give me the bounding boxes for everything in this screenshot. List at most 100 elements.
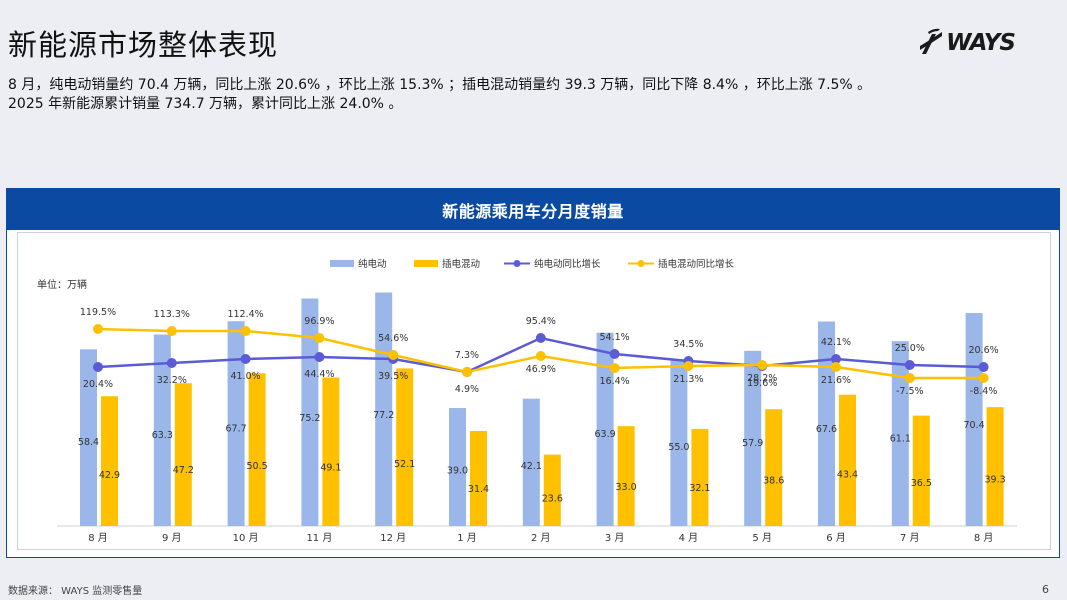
bar-bev-label-6: 42.1 <box>521 461 542 472</box>
bar-phev-4 <box>396 368 414 526</box>
x-tick-label-4: 12 月 <box>380 532 406 544</box>
bev-growth-label-1: 32.2% <box>157 375 187 386</box>
phev-growth-point-10 <box>831 362 841 372</box>
legend-label-1: 纯电动 <box>358 258 387 270</box>
bar-phev-5 <box>470 431 487 526</box>
bar-bev-3 <box>301 298 319 526</box>
phev-growth-point-11 <box>904 373 915 383</box>
bar-phev-label-6: 23.6 <box>542 493 563 504</box>
bev-growth-label-5: 4.9% <box>455 384 479 395</box>
bar-phev-11 <box>912 415 930 526</box>
bev-growth-point-3 <box>314 352 325 362</box>
bev-growth-label-0: 20.4% <box>83 379 113 390</box>
bev-growth-label-4: 39.5% <box>378 371 408 382</box>
bev-growth-label-6: 95.4% <box>526 316 556 327</box>
bar-bev-label-3: 75.2 <box>299 413 320 424</box>
legend-marker-4 <box>637 260 645 267</box>
bar-phev-label-10: 43.4 <box>837 469 858 480</box>
phev-growth-label-12: -8.4% <box>970 386 998 397</box>
summary-line-1: 8 月，纯电动销量约 70.4 万辆，同比上涨 20.6% ，环比上涨 15.3… <box>8 77 872 93</box>
bev-growth-point-1 <box>166 358 177 368</box>
x-tick-label-3: 11 月 <box>306 532 332 544</box>
bev-growth-point-12 <box>978 362 989 372</box>
bar-phev-label-1: 47.2 <box>173 465 194 476</box>
bev-growth-point-2 <box>240 354 251 364</box>
bar-phev-label-8: 32.1 <box>689 483 710 494</box>
bar-bev-0 <box>80 349 97 526</box>
phev-growth-point-3 <box>314 333 325 343</box>
bar-phev-3 <box>322 377 340 526</box>
phev-growth-label-2: 112.4% <box>227 309 263 320</box>
bar-bev-label-4: 77.2 <box>373 410 394 421</box>
bar-bev-label-10: 67.6 <box>816 424 837 435</box>
phev-growth-label-0: 119.5% <box>80 307 116 318</box>
phev-growth-point-4 <box>388 350 399 360</box>
bar-bev-label-8: 55.0 <box>668 442 689 453</box>
ways-logo: WAYS <box>918 28 1016 58</box>
bar-phev-0 <box>101 396 118 526</box>
bar-bev-7 <box>596 332 614 526</box>
bev-growth-point-7 <box>609 349 620 359</box>
phev-growth-label-1: 113.3% <box>154 309 190 320</box>
bar-phev-label-11: 36.5 <box>911 478 932 489</box>
phev-growth-label-5: 7.3% <box>455 350 479 361</box>
chart-area: 单位：万辆 纯电动 插电混动 纯电动同比增长 插电混动同比增长 58.4 42.9 8 月 63… <box>17 232 1051 550</box>
bar-bev-label-12: 70.4 <box>964 420 985 431</box>
x-tick-label-11: 7 月 <box>900 532 920 544</box>
data-source: 数据来源： WAYS 监测零售量 <box>8 586 143 597</box>
chart-title: 新能源乘用车分月度销量 <box>7 189 1059 230</box>
bar-bev-6 <box>522 398 540 526</box>
bev-growth-label-11: 25.0% <box>895 343 925 354</box>
bar-bev-5 <box>449 408 466 526</box>
bar-bev-label-1: 63.3 <box>152 430 173 441</box>
bar-phev-10 <box>839 394 856 526</box>
bar-bev-label-2: 67.7 <box>226 424 247 435</box>
phev-growth-label-11: -7.5% <box>896 386 924 397</box>
bar-phev-label-5: 31.4 <box>468 484 489 495</box>
legend-swatch-1 <box>330 260 354 267</box>
legend-label-2: 插电混动 <box>442 258 480 270</box>
x-tick-label-9: 5 月 <box>752 532 772 544</box>
phev-growth-label-9: 28.2% <box>747 373 777 384</box>
bar-phev-12 <box>986 407 1004 526</box>
bar-phev-label-7: 33.0 <box>616 482 637 493</box>
bar-phev-label-12: 39.3 <box>985 474 1006 485</box>
page-title: 新能源市场整体表现 <box>8 28 279 62</box>
phev-growth-point-9 <box>757 360 768 370</box>
x-tick-label-6: 2 月 <box>531 532 551 544</box>
phev-growth-point-7 <box>609 363 620 373</box>
phev-growth-label-4: 54.6% <box>378 333 408 344</box>
phev-growth-point-2 <box>240 326 251 336</box>
legend-marker-3 <box>513 260 521 267</box>
bar-bev-11 <box>891 341 909 526</box>
bar-bev-label-7: 63.9 <box>595 429 616 440</box>
summary-line-2: 2025 年新能源累计销量 734.7 万辆，累计同比上涨 24.0% 。 <box>8 96 403 112</box>
x-tick-label-2: 10 月 <box>233 532 259 544</box>
phev-growth-label-3: 96.9% <box>304 316 334 327</box>
bev-growth-label-8: 34.5% <box>673 339 703 350</box>
bev-growth-label-3: 44.4% <box>304 369 334 380</box>
bev-growth-point-6 <box>535 333 546 343</box>
bar-phev-7 <box>617 426 635 526</box>
bar-phev-label-0: 42.9 <box>99 470 120 481</box>
bev-growth-label-7: 54.1% <box>600 332 630 343</box>
x-tick-label-8: 4 月 <box>679 532 699 544</box>
bar-phev-label-4: 52.1 <box>394 459 415 470</box>
phev-growth-label-8: 21.3% <box>673 374 703 385</box>
phev-growth-point-6 <box>535 351 546 361</box>
bar-bev-1 <box>153 334 171 526</box>
bar-bev-10 <box>818 321 835 526</box>
phev-growth-label-10: 21.6% <box>821 375 851 386</box>
bev-growth-label-10: 42.1% <box>821 337 851 348</box>
bev-growth-label-12: 20.6% <box>969 345 999 356</box>
bar-phev-label-3: 49.1 <box>320 463 341 474</box>
bar-bev-label-11: 61.1 <box>890 433 911 444</box>
bar-phev-label-2: 50.5 <box>247 461 268 472</box>
bar-bev-label-5: 39.0 <box>447 465 468 476</box>
unit-label: 单位：万辆 <box>37 278 87 291</box>
x-tick-label-0: 8 月 <box>88 532 108 544</box>
x-tick-label-1: 9 月 <box>162 532 182 544</box>
bar-phev-6 <box>543 454 561 526</box>
x-tick-label-7: 3 月 <box>605 532 625 544</box>
bev-growth-point-11 <box>904 360 915 370</box>
